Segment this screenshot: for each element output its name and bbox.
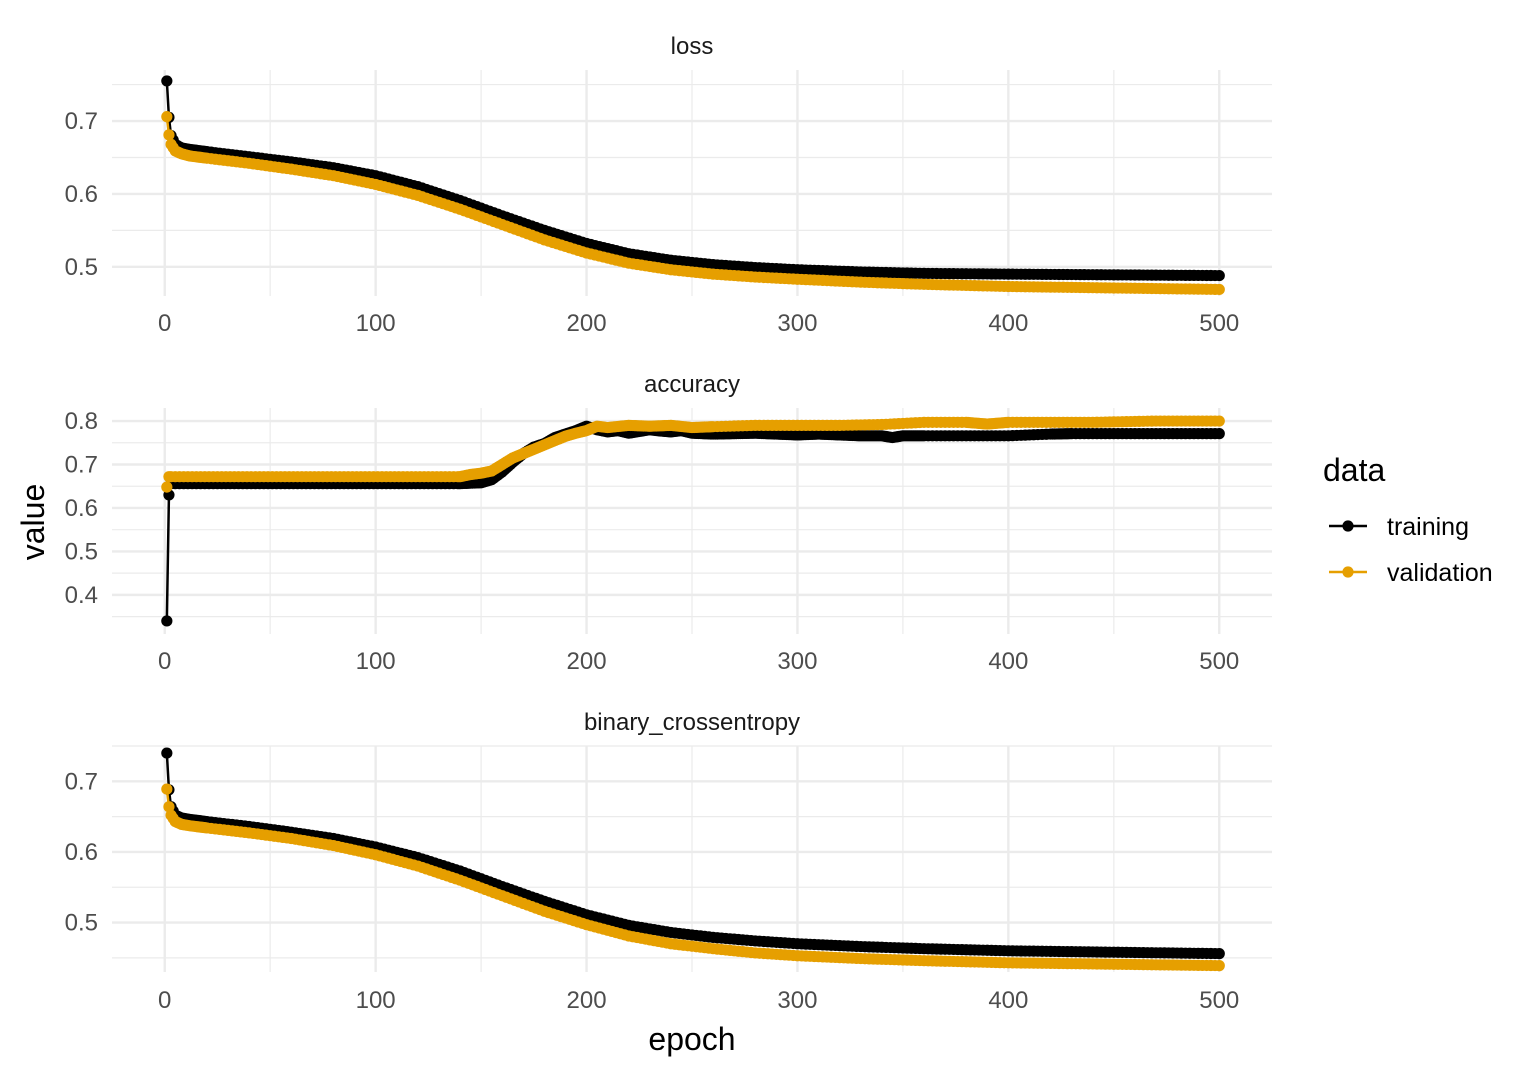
data-point-training bbox=[161, 615, 173, 627]
facet-title: binary_crossentropy bbox=[584, 709, 800, 736]
facet-title: accuracy bbox=[644, 371, 740, 398]
panel-grid bbox=[112, 408, 1272, 634]
legend-title: data bbox=[1323, 452, 1385, 488]
series-validation bbox=[161, 783, 1225, 972]
x-tick-label: 400 bbox=[988, 648, 1028, 675]
panel-grid bbox=[112, 745, 1272, 972]
data-point-training bbox=[1213, 428, 1225, 440]
y-tick-label: 0.5 bbox=[65, 254, 98, 281]
x-tick-label: 0 bbox=[158, 987, 171, 1014]
x-tick-label: 0 bbox=[158, 648, 171, 675]
x-tick-label: 100 bbox=[356, 648, 396, 675]
x-tick-label: 400 bbox=[988, 987, 1028, 1014]
y-tick-label: 0.7 bbox=[65, 108, 98, 135]
x-tick-label: 300 bbox=[777, 310, 817, 337]
series-training bbox=[161, 747, 1225, 960]
data-point-validation bbox=[161, 111, 173, 123]
series-validation bbox=[161, 415, 1225, 493]
x-tick-label: 500 bbox=[1199, 310, 1239, 337]
data-point-training bbox=[161, 747, 173, 759]
y-tick-label: 0.8 bbox=[65, 408, 98, 435]
data-point-validation bbox=[163, 801, 175, 813]
series-line-training bbox=[165, 425, 1220, 621]
y-axis-title: value bbox=[15, 484, 51, 561]
x-tick-label: 0 bbox=[158, 310, 171, 337]
data-point-validation bbox=[163, 129, 175, 141]
facet-title: loss bbox=[671, 33, 714, 60]
x-tick-label: 200 bbox=[567, 648, 607, 675]
series-validation bbox=[161, 111, 1225, 296]
data-point-validation bbox=[1213, 415, 1225, 427]
panel-accuracy: accuracy 0.4 0.5 0.6 0.7 0.8 0 100 200 300 400 500 bbox=[65, 371, 1272, 675]
y-tick-label: 0.6 bbox=[65, 495, 98, 522]
y-tick-label: 0.7 bbox=[65, 452, 98, 479]
x-tick-label: 400 bbox=[988, 310, 1028, 337]
legend: data training validation bbox=[1323, 452, 1493, 587]
legend-key-point bbox=[1342, 566, 1354, 578]
panel-binary-crossentropy: binary_crossentropy 0.5 0.6 0.7 0 100 200 300 40… bbox=[65, 709, 1272, 1014]
legend-item-validation: validation bbox=[1329, 559, 1493, 587]
series-training bbox=[161, 75, 1225, 282]
legend-label: validation bbox=[1387, 559, 1493, 587]
panel-loss: loss 0.5 0.6 0.7 0 100 200 300 400 500 bbox=[65, 33, 1272, 337]
x-tick-label: 100 bbox=[356, 987, 396, 1014]
data-point-validation bbox=[161, 481, 173, 493]
y-tick-label: 0.4 bbox=[65, 582, 98, 609]
y-tick-label: 0.6 bbox=[65, 839, 98, 866]
x-tick-label: 500 bbox=[1199, 648, 1239, 675]
y-tick-label: 0.5 bbox=[65, 538, 98, 565]
x-tick-label: 300 bbox=[777, 987, 817, 1014]
legend-label: training bbox=[1387, 513, 1469, 541]
x-tick-label: 100 bbox=[356, 310, 396, 337]
x-tick-label: 200 bbox=[567, 310, 607, 337]
y-tick-label: 0.7 bbox=[65, 768, 98, 795]
panel-grid bbox=[112, 70, 1272, 296]
y-tick-label: 0.6 bbox=[65, 181, 98, 208]
panels-layer: loss 0.5 0.6 0.7 0 100 200 300 400 500 accuracy 0.4… bbox=[65, 33, 1272, 1014]
data-point-training bbox=[1213, 269, 1225, 282]
data-point-training bbox=[1213, 948, 1225, 960]
data-point-validation bbox=[1213, 960, 1225, 972]
legend-item-training: training bbox=[1329, 513, 1469, 541]
x-tick-label: 300 bbox=[777, 648, 817, 675]
x-axis-title: epoch bbox=[648, 1021, 735, 1057]
data-point-validation bbox=[161, 783, 173, 795]
data-point-training bbox=[161, 75, 173, 87]
legend-key-point bbox=[1342, 520, 1354, 532]
data-point-validation bbox=[1213, 283, 1225, 296]
x-tick-label: 500 bbox=[1199, 987, 1239, 1014]
x-tick-label: 200 bbox=[567, 987, 607, 1014]
y-tick-label: 0.5 bbox=[65, 910, 98, 937]
